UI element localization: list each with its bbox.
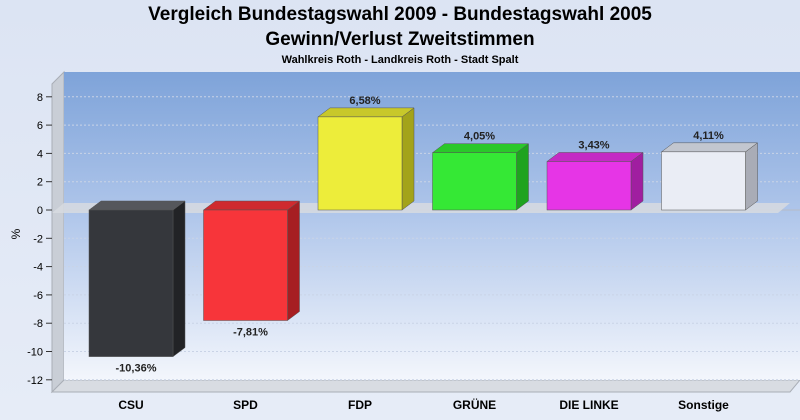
data-label: 4,11% xyxy=(693,130,724,142)
x-tick-label: DIE LINKE xyxy=(559,398,618,412)
data-label: -10,36% xyxy=(116,363,157,375)
y-tick-label: 0 xyxy=(37,205,43,217)
y-axis-label: % xyxy=(9,228,23,239)
bar-top xyxy=(431,143,530,153)
bar-1 xyxy=(88,200,186,358)
bar-3 xyxy=(317,107,415,211)
bar-side xyxy=(401,107,415,211)
data-label: -7,81% xyxy=(233,327,268,339)
plot-background xyxy=(64,72,800,380)
x-tick-label: CSU xyxy=(118,398,143,412)
x-tick-label: Sonstige xyxy=(678,398,729,412)
data-label: 4,05% xyxy=(464,131,495,143)
bar-top xyxy=(546,152,644,162)
y-tick-label: -2 xyxy=(33,233,43,245)
x-tick-label: SPD xyxy=(233,398,258,412)
bar-front xyxy=(661,151,746,211)
bar-6 xyxy=(660,142,759,211)
bar-side xyxy=(172,200,186,358)
bar-top xyxy=(660,142,759,153)
bar-front xyxy=(317,116,403,211)
y-tick-label: 4 xyxy=(37,148,43,160)
y-tick-label: 8 xyxy=(37,92,43,104)
bar-side xyxy=(516,143,529,211)
chart-subtitle: Gewinn/Verlust Zweitstimmen xyxy=(265,29,535,50)
bar-top xyxy=(202,200,301,211)
x-tick-label: FDP xyxy=(348,398,372,412)
bar-side xyxy=(745,142,758,211)
x-tick-label: GRÜNE xyxy=(453,397,496,412)
floor xyxy=(50,379,800,393)
bar-5 xyxy=(546,151,644,211)
y-tick-label: -10 xyxy=(27,347,43,359)
y-tick-label: -12 xyxy=(27,375,43,387)
bar-2 xyxy=(202,200,301,322)
data-label: 6,58% xyxy=(349,95,380,107)
chart-title: Vergleich Bundestagswahl 2009 - Bundesta… xyxy=(148,4,652,25)
y-tick-label: -6 xyxy=(33,290,43,302)
bar-front xyxy=(546,161,632,211)
bars: -10,36% -7,81% 6,58% 4,05% 3,43% 4,11% xyxy=(88,95,759,375)
bar-front xyxy=(432,152,517,211)
chart-caption: Wahlkreis Roth - Landkreis Roth - Stadt … xyxy=(281,54,519,66)
y-tick-label: 6 xyxy=(37,120,43,132)
left-wall xyxy=(51,70,65,394)
y-tick-label: -8 xyxy=(33,318,43,330)
bar-4 xyxy=(431,143,530,211)
bar-front xyxy=(88,209,174,357)
bar-side xyxy=(287,200,300,322)
bar-side xyxy=(630,151,644,211)
bar-top xyxy=(88,200,186,211)
x-axis: CSU SPD FDP GRÜNE DIE LINKE Sonstige xyxy=(118,397,729,412)
y-axis: 8 6 4 2 0 -2 -4 -6 -8 -10 -12 xyxy=(27,92,52,387)
bar-front xyxy=(203,209,288,321)
bar-top xyxy=(317,107,415,118)
data-label: 3,43% xyxy=(578,139,609,151)
y-tick-label: -4 xyxy=(33,262,43,274)
y-tick-label: 2 xyxy=(37,177,43,189)
